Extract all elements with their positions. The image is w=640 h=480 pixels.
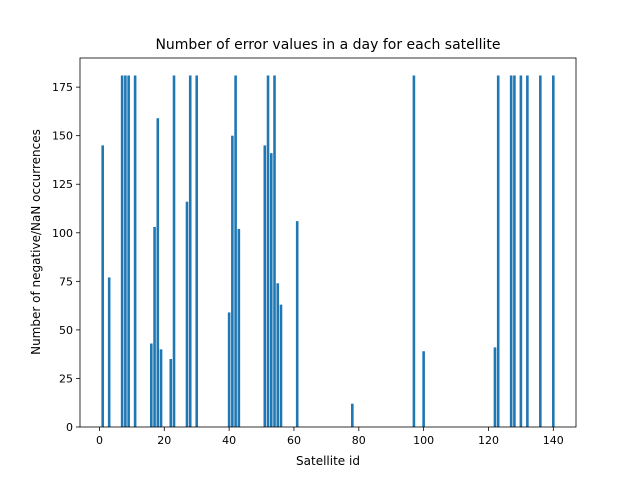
bar-satellite-97 — [412, 75, 416, 428]
y-tick-label: 150 — [52, 130, 73, 143]
y-tick-label: 125 — [52, 178, 73, 191]
y-tick-label: 0 — [66, 421, 73, 434]
y-tick-label: 75 — [59, 275, 73, 288]
bar-satellite-122 — [493, 347, 497, 427]
y-tick-label: 175 — [52, 81, 73, 94]
bar-satellite-132 — [526, 75, 529, 428]
y-axis-label: Number of negative/NaN occurrences — [29, 129, 43, 355]
bar-satellite-128 — [513, 75, 516, 428]
x-axis-ticks: 0 20 40 60 80 100 120 140 — [96, 427, 564, 447]
x-tick-label: 0 — [96, 434, 103, 447]
bars-group — [101, 75, 555, 428]
bar-satellite-52 — [266, 75, 270, 428]
bar-satellite-127 — [509, 75, 513, 428]
chart-title: Number of error values in a day for each… — [155, 37, 500, 53]
bar-satellite-16 — [150, 343, 153, 427]
x-tick-label: 100 — [413, 434, 434, 447]
bar-satellite-17 — [153, 226, 156, 427]
bar-satellite-42 — [234, 75, 237, 428]
x-tick-label: 20 — [157, 434, 171, 447]
bar-satellite-19 — [159, 349, 163, 427]
bar-satellite-78 — [351, 403, 354, 427]
bar-satellite-54 — [273, 75, 276, 428]
bar-satellite-61 — [295, 221, 299, 427]
bar-satellite-28 — [188, 75, 192, 428]
x-tick-label: 40 — [222, 434, 236, 447]
bar-satellite-41 — [231, 135, 234, 427]
bar-satellite-56 — [279, 304, 283, 427]
bar-satellite-55 — [276, 283, 280, 427]
bar-satellite-9 — [127, 75, 130, 428]
bar-satellite-22 — [169, 359, 173, 427]
x-tick-label: 60 — [287, 434, 301, 447]
bar-satellite-123 — [496, 75, 500, 428]
y-tick-label: 25 — [59, 372, 73, 385]
x-axis-label: Satellite id — [296, 454, 360, 468]
x-tick-label: 120 — [478, 434, 499, 447]
bar-satellite-100 — [422, 351, 425, 427]
y-tick-label: 100 — [52, 227, 73, 240]
bar-satellite-18 — [156, 118, 160, 427]
x-tick-label: 80 — [352, 434, 366, 447]
y-tick-label: 50 — [59, 324, 73, 337]
bar-satellite-30 — [195, 75, 199, 428]
bar-satellite-43 — [237, 228, 241, 427]
bar-satellite-51 — [263, 145, 267, 428]
bar-satellite-1 — [101, 145, 104, 428]
bar-satellite-136 — [539, 75, 542, 428]
bar-satellite-7 — [120, 75, 124, 428]
bar-satellite-3 — [107, 277, 111, 427]
bar-satellite-27 — [185, 201, 189, 427]
bar-satellite-11 — [133, 75, 137, 428]
bar-satellite-23 — [172, 75, 176, 428]
bar-satellite-53 — [269, 153, 273, 428]
x-tick-label: 140 — [543, 434, 564, 447]
y-axis-ticks: 0 25 50 75 100 125 150 175 — [52, 81, 80, 434]
bar-satellite-40 — [227, 312, 231, 427]
bar-satellite-140 — [552, 75, 555, 428]
bar-satellite-8 — [124, 75, 127, 428]
bar-satellite-130 — [519, 75, 523, 428]
plot-area-frame — [79, 57, 577, 428]
